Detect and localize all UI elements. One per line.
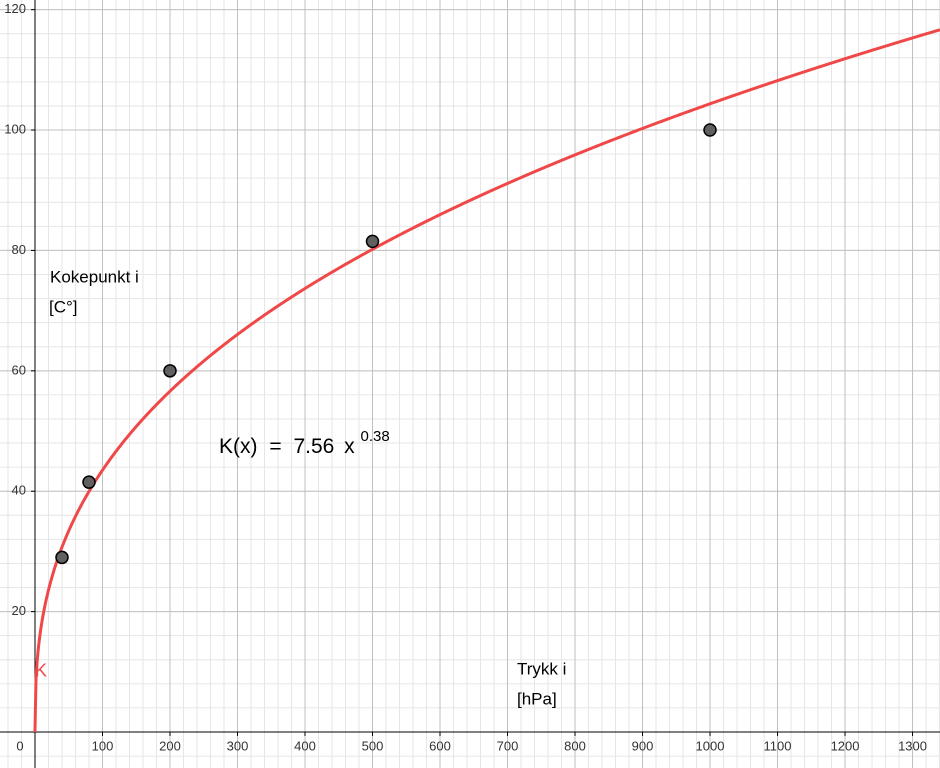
x-tick-label: 800 (564, 738, 586, 753)
y-tick-label: 20 (12, 603, 26, 618)
y-tick-label: 40 (12, 483, 26, 498)
y-tick-label: 60 (12, 362, 26, 377)
function-variable: x (344, 435, 355, 458)
x-axis-label: Trykk i (517, 659, 566, 678)
function-curve-label: K (35, 661, 47, 681)
function-exponent: 0.38 (361, 428, 390, 445)
data-point (55, 550, 69, 565)
function-operator: = (269, 435, 281, 458)
function-curve (33, 28, 940, 733)
data-point (703, 123, 717, 137)
x-tick-label: 700 (497, 738, 519, 753)
function-name: K(x) (219, 435, 258, 458)
y-tick-label: 80 (12, 242, 26, 257)
data-point (82, 475, 96, 489)
x-tick-label: 1000 (696, 738, 725, 753)
y-tick-label: 120 (4, 1, 26, 16)
x-tick-label: 1300 (898, 738, 927, 753)
data-point (365, 234, 380, 249)
x-tick-label: 1200 (831, 738, 860, 753)
x-tick-label: 600 (429, 738, 451, 753)
x-tick-label: 500 (362, 738, 384, 753)
function-coefficient: 7.56 (293, 435, 334, 458)
y-axis-label: [C°] (49, 297, 78, 316)
x-tick-label: 900 (632, 738, 654, 753)
x-tick-label: 300 (227, 738, 249, 753)
x-tick-label: 200 (159, 738, 181, 753)
x-axis-label: [hPa] (517, 689, 557, 708)
x-tick-label: 0 (16, 738, 23, 753)
x-tick-label: 100 (92, 738, 114, 753)
function-formula: K(x) = 7.56 x 0.38 (219, 428, 390, 458)
x-tick-label: 400 (294, 738, 316, 753)
y-tick-label: 100 (4, 121, 26, 136)
x-tick-label: 1100 (764, 738, 792, 753)
data-point (163, 364, 177, 378)
y-axis-label: Kokepunkt i (50, 267, 139, 286)
plot: K (33, 28, 940, 733)
